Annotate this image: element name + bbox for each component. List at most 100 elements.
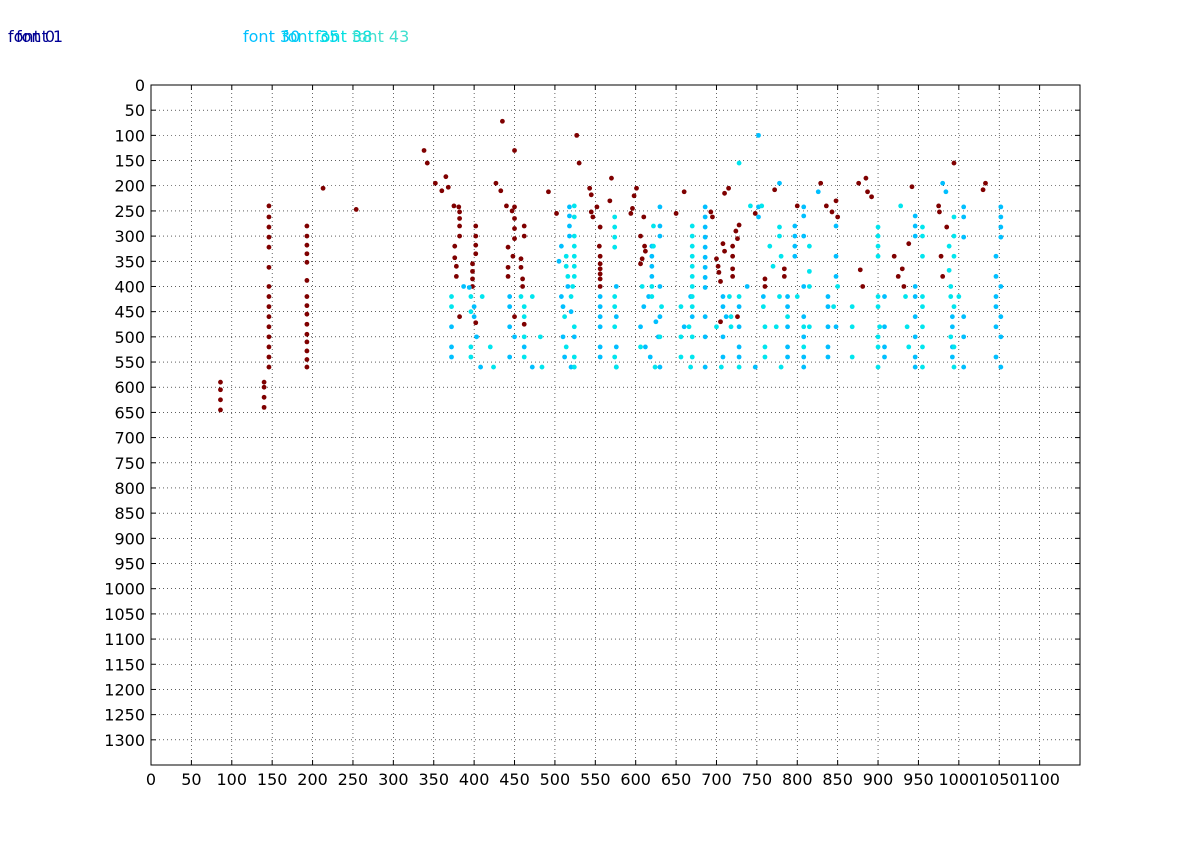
data-point <box>993 324 999 330</box>
data-point <box>714 256 719 262</box>
data-point <box>657 364 663 370</box>
data-point <box>468 294 474 299</box>
data-point <box>512 236 517 242</box>
data-point <box>727 294 732 299</box>
data-point <box>424 160 430 166</box>
data-point <box>849 304 855 310</box>
data-point <box>714 324 719 330</box>
data-point <box>722 190 727 196</box>
data-point <box>689 304 695 310</box>
data-point <box>567 204 572 210</box>
data-point <box>521 321 527 327</box>
data-point <box>759 203 765 209</box>
data-point <box>920 294 925 299</box>
data-point <box>521 223 527 229</box>
data-point <box>689 314 695 320</box>
y-tick-label: 150 <box>114 152 145 171</box>
x-tick-label: 1050 <box>979 770 1020 789</box>
data-point <box>266 354 272 360</box>
legend-label: font 38 <box>315 27 372 46</box>
data-point <box>998 234 1004 240</box>
data-point <box>720 354 726 360</box>
data-point <box>613 284 619 289</box>
y-tick-label: 400 <box>114 277 145 296</box>
data-point <box>794 294 800 299</box>
data-point <box>733 228 739 234</box>
data-point <box>920 324 925 330</box>
data-point <box>944 224 950 230</box>
data-point <box>920 304 925 310</box>
data-point <box>642 243 647 249</box>
data-point <box>512 226 517 231</box>
data-point <box>521 304 527 310</box>
data-point <box>266 314 272 320</box>
y-tick-label: 250 <box>114 202 145 221</box>
data-point <box>825 304 831 310</box>
data-point <box>689 233 695 239</box>
data-point <box>649 294 655 299</box>
data-point <box>261 379 267 385</box>
data-point <box>762 284 768 289</box>
data-point <box>730 274 736 279</box>
data-point <box>461 284 467 289</box>
data-point <box>857 267 863 273</box>
data-point <box>597 284 603 289</box>
data-point <box>998 314 1004 320</box>
data-point <box>647 354 653 360</box>
data-point <box>568 309 574 315</box>
data-point <box>689 253 695 259</box>
data-point <box>520 276 525 282</box>
data-point <box>641 214 647 220</box>
data-point <box>920 364 925 370</box>
data-point <box>678 334 684 340</box>
data-point <box>912 223 918 229</box>
data-point <box>875 253 881 259</box>
data-point <box>571 203 577 209</box>
y-tick-label: 750 <box>114 454 145 473</box>
data-point <box>882 294 887 299</box>
data-point <box>912 233 918 239</box>
data-point <box>815 189 821 195</box>
y-tick-label: 0 <box>135 76 145 95</box>
scatter-points <box>218 118 1004 413</box>
data-point <box>912 334 918 340</box>
data-point <box>993 354 999 360</box>
data-point <box>951 253 957 259</box>
data-point <box>951 364 957 370</box>
data-point <box>651 243 656 249</box>
data-point <box>833 223 839 229</box>
data-point <box>590 214 596 220</box>
data-point <box>571 354 577 360</box>
data-point <box>903 294 908 299</box>
data-point <box>806 268 812 274</box>
data-point <box>801 334 807 340</box>
data-point <box>653 319 659 325</box>
data-point <box>825 344 831 350</box>
data-point <box>560 334 566 340</box>
data-point <box>570 284 576 289</box>
data-point <box>320 185 326 191</box>
data-point <box>920 344 925 350</box>
data-point <box>613 314 619 320</box>
data-point <box>554 211 559 216</box>
data-point <box>833 253 839 259</box>
data-point <box>630 206 635 211</box>
data-point <box>678 304 684 310</box>
data-point <box>673 211 679 216</box>
x-tick-label: 850 <box>822 770 853 789</box>
data-point <box>638 233 643 239</box>
data-point <box>449 344 454 350</box>
data-point <box>556 258 562 264</box>
data-point <box>507 294 513 299</box>
data-point <box>597 294 603 299</box>
data-point <box>801 233 807 239</box>
data-point <box>512 216 517 221</box>
data-point <box>912 364 918 370</box>
y-tick-label: 100 <box>114 126 145 145</box>
data-point <box>718 364 724 370</box>
data-point <box>558 294 564 299</box>
data-point <box>649 263 655 269</box>
data-point <box>835 284 841 289</box>
data-point <box>649 253 655 259</box>
data-point <box>452 243 458 249</box>
